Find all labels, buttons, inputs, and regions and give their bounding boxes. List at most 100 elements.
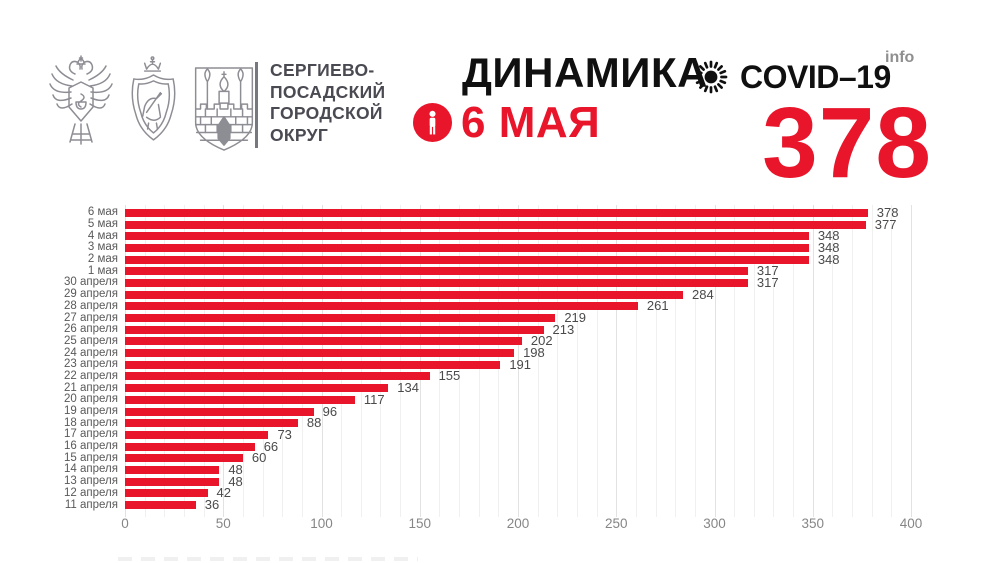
gridline [832,205,834,517]
bar-row: 30 апреля 317 [0,276,911,289]
bar [125,290,684,299]
bar-track: 42 [125,486,911,499]
emblem-divider [255,62,258,148]
bar-row: 20 апреля 117 [0,391,911,407]
bar-track: 202 [125,333,911,349]
bar-track: 317 [125,276,911,289]
bar-category-label: 30 апреля [64,276,118,289]
gridline [793,205,795,517]
bar-track: 198 [125,346,911,359]
bar-track: 48 [125,463,911,476]
gridline [852,205,854,517]
bar [125,267,748,276]
bar-category-label: 13 апреля [64,475,118,488]
bar-category-label: 1 мая [87,264,118,277]
gridline [714,205,716,517]
org-name-line: ПОСАДСКИЙ [270,81,386,102]
bar-track: 96 [125,405,911,418]
bar [125,337,522,346]
bar-row: 18 апреля 88 [0,415,911,431]
gridline [871,205,873,517]
x-tick-label: 300 [703,516,726,531]
bar-value-label: 73 [277,426,292,442]
bar-row: 4 мая 348 [0,229,911,242]
bar [125,477,220,486]
bar-row: 17 апреля 73 [0,426,911,442]
bar-track: 378 [125,206,911,219]
bar-category-label: 2 мая [87,253,118,266]
bar [125,220,866,229]
gridline [812,205,814,517]
bar [125,384,389,393]
person-icon [413,103,452,142]
gridline [891,205,893,517]
bar [125,372,430,381]
bar-category-label: 24 апреля [64,346,118,359]
bar-value-label: 155 [438,368,461,384]
bar [125,255,809,264]
gridline [537,205,539,517]
bar [125,442,255,451]
bar-row: 19 апреля 96 [0,405,911,418]
bar-category-label: 26 апреля [64,323,118,336]
bar-row: 22 апреля 155 [0,368,911,384]
bar-value-label: 36 [204,497,220,513]
bar-value-label: 202 [530,333,553,349]
bar [125,360,501,369]
bar-row: 23 апреля 191 [0,358,911,371]
bar-value-label: 377 [874,216,897,232]
bar [125,465,220,474]
bar-value-label: 348 [817,239,840,255]
bar-track: 219 [125,311,911,324]
org-name-line: СЕРГИЕВО- [270,60,375,80]
bar-category-label: 29 апреля [64,288,118,301]
bar-value-label: 66 [263,438,279,454]
bar-value-label: 261 [646,298,669,314]
x-tick-label: 0 [121,516,129,531]
bar [125,278,748,287]
bar-track: 284 [125,286,911,302]
bar-track: 348 [125,229,911,242]
bar [125,501,196,510]
bar-value-label: 348 [817,251,840,267]
bar-track: 60 [125,451,911,464]
bar-category-label: 14 апреля [64,463,118,476]
bar-track: 348 [125,251,911,267]
bar-track: 213 [125,321,911,337]
bar-value-label: 117 [363,391,385,407]
bar-category-label: 4 мая [87,229,118,242]
bar-value-label: 284 [692,286,714,302]
report-date: 6 МАЯ [461,98,601,147]
bar-category-label: 21 апреля [64,381,118,394]
bar-row: 6 мая 378 [0,206,911,219]
org-name: СЕРГИЕВО- ПОСАДСКИЙ ГОРОДСКОЙ ОКРУГ [270,60,385,146]
x-tick-label: 400 [899,516,923,531]
sergiev-posad-emblem [194,67,254,151]
bar [125,419,298,428]
bar-row: 5 мая 377 [0,216,911,232]
bar-value-label: 213 [552,321,575,337]
bar-category-label: 17 апреля [64,428,118,441]
bar-row: 2 мая 348 [0,251,911,267]
covid-brand-info-label: info [885,49,915,66]
bar-row: 14 апреля 48 [0,463,911,476]
bar-row: 12 апреля 42 [0,486,911,499]
bar-track: 88 [125,415,911,431]
bar-value-label: 88 [306,415,322,431]
bar-track: 191 [125,358,911,371]
gridline [675,205,677,517]
bar [125,314,556,323]
moscow-oblast-emblem [131,56,176,141]
x-tick-label: 350 [801,516,825,531]
bar-track: 66 [125,438,911,454]
bar-rows: 6 мая 378 5 мая 377 4 мая 348 3 мая 348 2 мая 348… [0,206,911,513]
page-title: ДИНАМИКА [462,49,708,96]
x-tick-label: 200 [506,516,530,531]
bar-category-label: 25 апреля [64,334,118,347]
bar [125,407,314,416]
bar-category-label: 11 апреля [64,498,118,511]
bar-row: 24 апреля 198 [0,346,911,359]
bar-row: 27 апреля 219 [0,311,911,324]
bar-track: 48 [125,475,911,488]
